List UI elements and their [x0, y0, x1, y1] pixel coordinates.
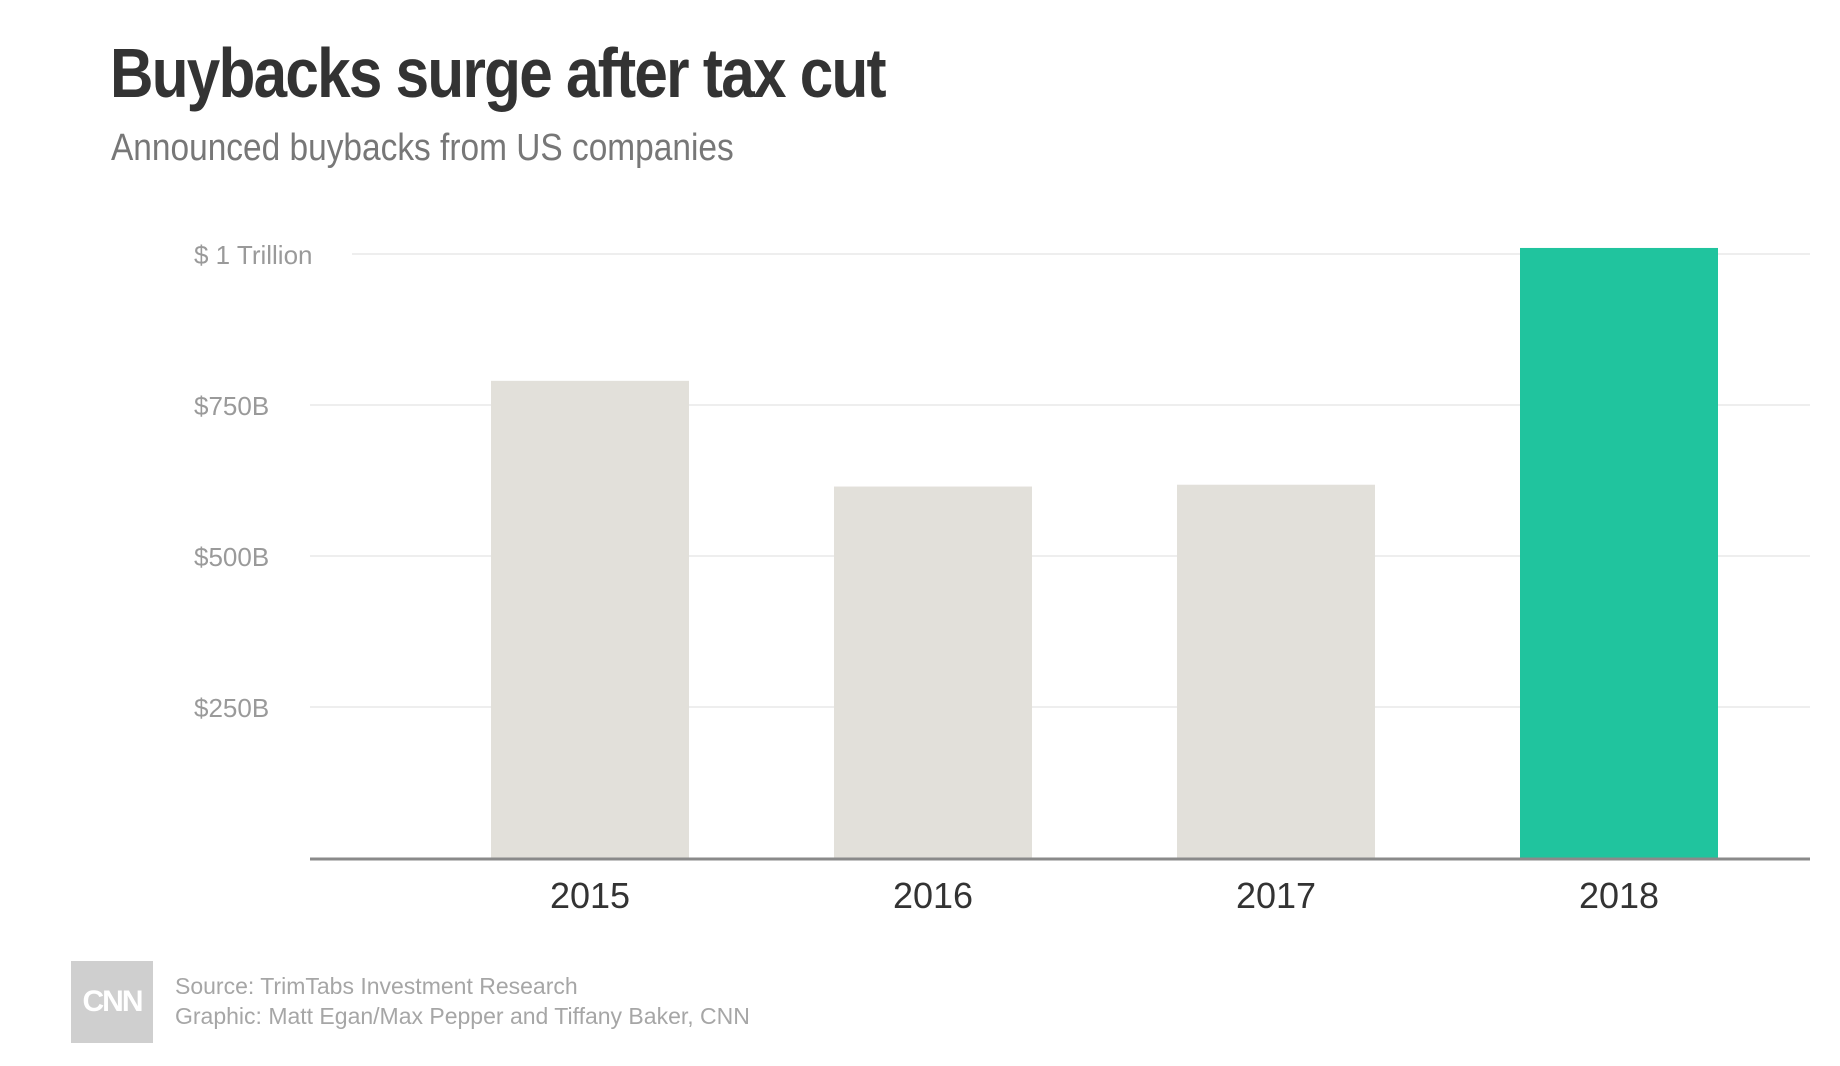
footer-credits: Source: TrimTabs Investment Research Gra…	[175, 971, 750, 1031]
y-tick-label: $250B	[194, 693, 269, 723]
cnn-logo: CNN	[71, 961, 153, 1043]
graphic-credit: Graphic: Matt Egan/Max Pepper and Tiffan…	[175, 1003, 750, 1029]
bar-2017	[1177, 484, 1375, 858]
source-note: Source: TrimTabs Investment Research	[175, 973, 578, 999]
bar-2018	[1520, 247, 1718, 858]
x-tick-label: 2018	[1579, 875, 1659, 916]
bar-chart: $250B $500B $750B $ 1 Trillion 2015 2016 2017…	[194, 240, 1810, 916]
bar-2015	[491, 380, 689, 858]
y-tick-label: $500B	[194, 542, 269, 572]
cnn-logo-text: CNN	[82, 985, 144, 1018]
bar-2016	[834, 486, 1032, 858]
y-tick-label: $750B	[194, 391, 269, 421]
chart-title: Buybacks surge after tax cut	[110, 34, 887, 112]
bars	[491, 247, 1718, 858]
x-tick-label: 2015	[550, 875, 630, 916]
x-tick-label: 2016	[893, 875, 973, 916]
y-tick-label: $ 1 Trillion	[194, 240, 313, 270]
x-tick-labels: 2015 2016 2017 2018	[550, 875, 1659, 916]
x-tick-label: 2017	[1236, 875, 1316, 916]
chart-subtitle: Announced buybacks from US companies	[111, 127, 734, 169]
y-tick-labels: $250B $500B $750B $ 1 Trillion	[194, 240, 313, 723]
